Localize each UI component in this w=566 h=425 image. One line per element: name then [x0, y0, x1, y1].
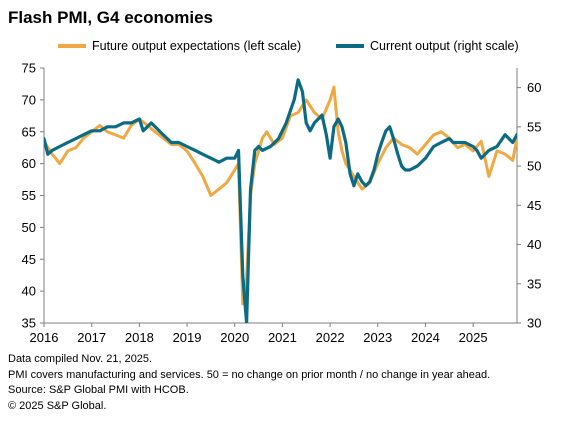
footer-source: Source: S&P Global PMI with HCOB.: [8, 384, 189, 396]
right-axis-tick-label: 50: [527, 159, 541, 174]
left-axis-tick-label: 45: [22, 252, 36, 267]
x-axis-tick-label: 2021: [268, 330, 297, 345]
right-axis-tick-label: 40: [527, 237, 541, 252]
x-axis-tick-label: 2020: [220, 330, 249, 345]
left-axis-tick-label: 35: [22, 316, 36, 331]
legend-item-future: Future output expectations (left scale): [58, 39, 301, 53]
future-output-line: [44, 85, 517, 306]
x-axis-tick-label: 2025: [459, 330, 488, 345]
x-axis-tick-label: 2022: [316, 330, 345, 345]
legend-swatch-future: [58, 44, 86, 48]
left-axis-tick-label: 65: [22, 124, 36, 139]
left-axis-tick-label: 70: [22, 92, 36, 107]
footer-copyright: © 2025 S&P Global.: [8, 399, 107, 412]
footer-note-compiled: Data compiled Nov. 21, 2025.: [8, 353, 153, 365]
right-axis-tick-label: 60: [527, 80, 541, 95]
legend-label-future: Future output expectations (left scale): [92, 39, 302, 53]
chart-title: Flash PMI, G4 economies: [8, 8, 214, 27]
left-axis-tick-label: 40: [22, 284, 36, 299]
chart-canvas: 35 40 45 50 55 60 65 70 75 30 35 40 45 50 55 60 2016 2017…: [22, 61, 542, 346]
legend-item-current: Current output (right scale): [336, 39, 519, 53]
legend-swatch-current: [336, 44, 364, 48]
right-axis-tick-label: 30: [527, 316, 541, 331]
x-axis-tick-label: 2017: [77, 330, 106, 345]
chart-footer: Data compiled Nov. 21, 2025. PMI covers …: [8, 352, 490, 414]
left-axis-tick-label: 50: [22, 220, 36, 235]
right-axis-tick-label: 45: [527, 198, 541, 213]
x-axis-tick-label: 2018: [125, 330, 154, 345]
footer-note-pmi: PMI covers manufacturing and services. 5…: [8, 368, 491, 381]
x-axis-tick-label: 2024: [411, 330, 440, 345]
legend-label-current: Current output (right scale): [370, 39, 519, 53]
left-axis-tick-label: 55: [22, 188, 36, 203]
current-output-line: [44, 78, 517, 323]
right-axis-tick-label: 35: [527, 276, 541, 291]
left-axis-tick-label: 60: [22, 156, 36, 171]
right-axis-tick-label: 55: [527, 119, 541, 134]
x-axis-tick-label: 2019: [173, 330, 202, 345]
x-axis-tick-label: 2016: [30, 330, 59, 345]
x-axis-tick-label: 2023: [363, 330, 392, 345]
left-axis-tick-label: 75: [22, 61, 36, 76]
